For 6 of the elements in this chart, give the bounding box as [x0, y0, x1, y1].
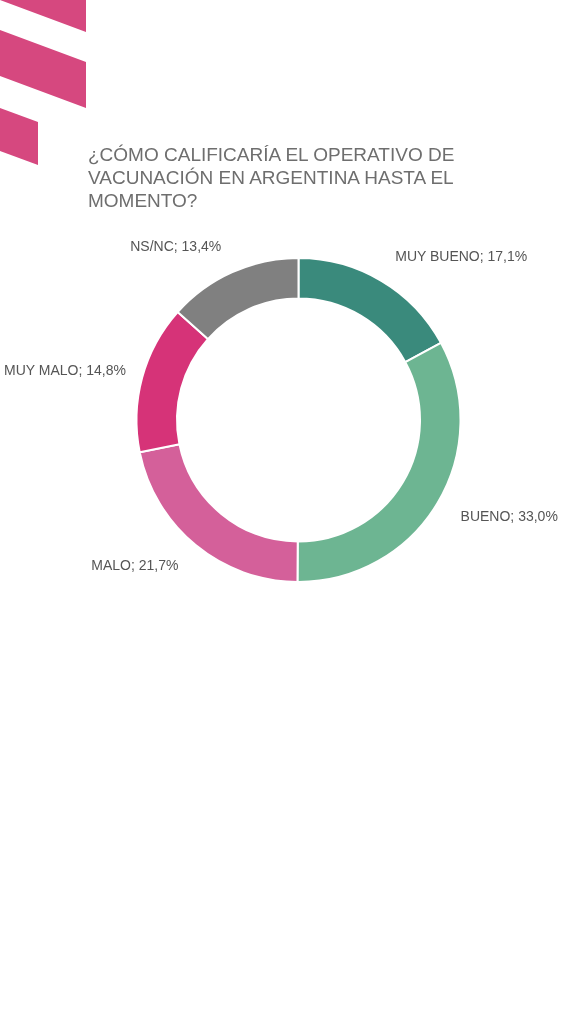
slice-label: BUENO; 33,0% — [460, 508, 558, 525]
slice-label: MUY MALO; 14,8% — [4, 361, 126, 378]
slice-label: MUY BUENO; 17,1% — [395, 248, 528, 265]
slice-label: MALO; 21,7% — [91, 556, 179, 573]
chart-title: ¿CÓMO CALIFICARÍA EL OPERATIVO DE VACUNACIÓN EN ARGENTINA HASTA EL MOMENTO? — [88, 143, 456, 212]
slice-label: NS/NC; 13,4% — [130, 238, 222, 255]
